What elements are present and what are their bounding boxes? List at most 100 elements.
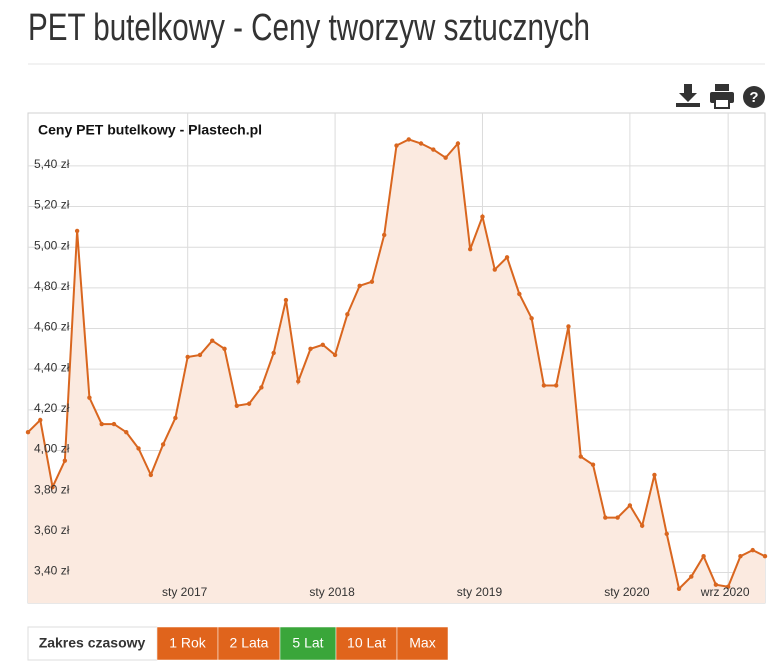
point [234,403,240,408]
point [750,547,755,553]
point [455,141,461,146]
point [701,554,706,559]
range-button-label[interactable]: 1 Rok [169,635,207,651]
point [62,458,68,463]
point [332,352,338,358]
point [345,312,350,317]
y-tick-label: 4,60 zł [34,320,70,334]
point [578,454,583,459]
point [443,155,448,160]
y-tick-label: 5,00 zł [34,238,70,252]
range-button-label[interactable]: 2 Lata [230,635,269,651]
point [603,515,608,520]
y-tick-label: 4,00 zł [34,442,70,456]
point [762,554,768,559]
point [553,383,559,388]
point [664,531,669,537]
point [259,385,264,390]
point [210,338,215,343]
svg-text:?: ? [749,89,758,106]
point [504,255,510,260]
point [50,484,55,490]
page-title: PET butelkowy - Ceny tworzyw sztucznych [28,7,590,49]
point [689,574,694,579]
point [713,582,719,587]
point [676,586,682,591]
y-tick-label: 4,20 zł [34,401,70,415]
point [283,297,289,303]
point [529,316,534,321]
point [369,279,375,284]
point [185,354,190,360]
y-tick-label: 3,60 zł [34,523,70,537]
x-tick-label: wrz 2020 [700,585,750,599]
range-button-bg[interactable] [217,626,281,661]
point [725,584,731,589]
range-button-label[interactable]: 10 Lat [347,635,386,651]
point [541,383,547,388]
point [111,421,117,427]
point [615,515,620,520]
point [566,324,571,329]
point [639,523,645,528]
print-icon[interactable] [710,84,734,109]
x-tick-label: sty 2018 [309,585,355,599]
range-label: Zakres czasowy [39,635,146,651]
x-tick-label: sty 2019 [457,585,503,599]
point [308,346,313,352]
point [246,401,252,406]
point [590,462,596,467]
range-button[interactable]: 2 Lata [217,626,281,661]
point [320,342,325,347]
point [627,503,633,508]
range-button-bg[interactable] [279,626,337,661]
point [148,472,154,478]
point [160,442,166,447]
y-tick-label: 4,40 zł [34,360,70,374]
point [124,430,129,435]
point [197,352,203,358]
y-tick-label: 3,40 zł [34,564,70,578]
point [652,472,657,478]
point [25,430,31,435]
range-button[interactable]: Max [396,626,449,661]
point [357,283,362,289]
point [738,554,743,559]
point [492,267,497,272]
area [28,139,765,604]
y-tick-label: 5,40 zł [34,157,70,171]
range-button-label[interactable]: Max [409,635,435,651]
point [394,143,399,148]
point [38,417,43,423]
point [74,228,80,234]
point [517,291,522,297]
x-tick-label: sty 2017 [162,585,208,599]
point [87,395,92,400]
range-button[interactable]: 10 Lat [335,626,398,661]
y-tick-label: 3,80 zł [34,482,70,496]
point [431,147,436,152]
point [480,214,485,219]
range-button[interactable]: 1 Rok [156,626,219,661]
point [222,346,227,352]
point [173,415,178,421]
y-tick-label: 5,20 zł [34,198,70,212]
chart-title: Ceny PET butelkowy - Plastech.pl [38,122,262,138]
range-button[interactable]: 5 Lat [279,626,337,661]
range-label-box [27,626,158,661]
download-icon[interactable] [676,84,700,107]
point [99,421,104,427]
range-button-bg[interactable] [396,626,449,661]
range-button-label[interactable]: 5 Lat [292,635,323,651]
point [382,232,387,238]
point [271,350,276,356]
x-tick-label: sty 2020 [604,585,650,599]
point [418,141,424,146]
range-button-bg[interactable] [156,626,219,661]
point [406,137,411,142]
help-icon[interactable]: ? [743,86,765,108]
point [136,446,141,451]
point [296,379,301,384]
range-button-bg[interactable] [335,626,398,661]
